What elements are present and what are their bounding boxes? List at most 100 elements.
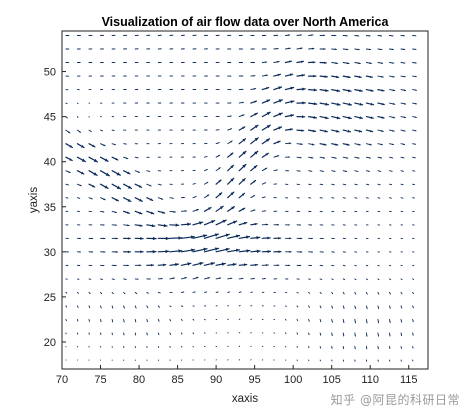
quiver-arrow xyxy=(215,233,230,239)
quiver-arrow xyxy=(100,264,105,267)
quiver-arrow xyxy=(377,156,383,159)
quiver-arrow xyxy=(389,197,392,199)
quiver-arrow xyxy=(273,47,279,50)
quiver-arrow xyxy=(204,168,208,172)
quiver-arrow xyxy=(204,75,208,77)
quiver-arrow xyxy=(169,318,172,322)
quiver-arrow xyxy=(146,263,154,267)
quiver-arrow xyxy=(180,129,185,131)
quiver-arrow xyxy=(342,210,346,213)
quiver-arrow xyxy=(365,224,369,226)
quiver-arrow xyxy=(169,236,183,240)
quiver-arrow xyxy=(123,332,125,336)
quiver-arrow xyxy=(354,88,363,92)
quiver-arrow xyxy=(238,126,246,131)
quiver-arrow xyxy=(365,291,368,295)
quiver-arrow xyxy=(65,143,74,149)
quiver-arrow xyxy=(412,291,414,295)
quiver-arrow xyxy=(76,224,81,226)
quiver-arrow xyxy=(157,249,170,254)
quiver-arrow xyxy=(308,156,314,159)
quiver-arrow xyxy=(342,75,351,79)
quiver-arrow xyxy=(389,346,391,350)
quiver-arrow xyxy=(377,237,380,240)
quiver-arrow xyxy=(88,305,91,309)
quiver-arrow xyxy=(146,143,150,145)
quiver-arrow xyxy=(319,88,329,92)
quiver-arrow xyxy=(412,224,415,226)
quiver-arrow xyxy=(180,170,184,172)
quiver-arrow xyxy=(412,89,418,91)
quiver-arrow xyxy=(111,156,119,161)
quiver-arrow xyxy=(227,206,235,212)
quiver-arrow xyxy=(146,210,155,215)
quiver-arrow xyxy=(296,305,299,308)
quiver-arrow xyxy=(284,60,293,64)
quiver-arrow xyxy=(111,224,117,226)
x-axis-ticks: 70 75 80 85 90 95 100 105 110 115 xyxy=(56,365,418,386)
quiver-arrow xyxy=(215,116,220,118)
quiver-arrow xyxy=(238,61,244,64)
quiver-arrow xyxy=(192,208,199,212)
quiver-arrow xyxy=(261,210,267,212)
quiver-arrow xyxy=(146,170,151,172)
quiver-arrow xyxy=(400,291,403,295)
quiver-arrow xyxy=(192,221,204,226)
quiver-arrow xyxy=(342,102,353,106)
quiver-arrow xyxy=(122,183,133,190)
quiver-arrow xyxy=(354,102,364,106)
quiver-arrow xyxy=(331,197,335,199)
quiver-arrow xyxy=(157,291,161,294)
quiver-arrow xyxy=(100,62,104,63)
quiver-arrow xyxy=(169,89,173,91)
quiver-arrow xyxy=(331,170,336,172)
quiver-arrow xyxy=(389,264,392,267)
quiver-arrow xyxy=(354,197,358,199)
quiver-arrow xyxy=(377,62,384,64)
quiver-arrow xyxy=(354,143,361,146)
quiver-arrow xyxy=(296,291,299,294)
quiver-arrow xyxy=(319,61,327,64)
quiver-arrow xyxy=(354,129,363,133)
quiver-arrow xyxy=(261,196,266,199)
quiver-arrow xyxy=(296,170,301,172)
quiver-arrow xyxy=(319,183,324,186)
quiver-arrow xyxy=(308,47,315,50)
quiver-arrow xyxy=(65,224,69,226)
quiver-arrow xyxy=(365,305,368,310)
quiver-arrow xyxy=(261,223,269,226)
quiver-arrow xyxy=(215,154,221,158)
quiver-arrow xyxy=(192,61,197,63)
quiver-arrow xyxy=(180,183,185,185)
quiver-arrow xyxy=(204,129,208,131)
quiver-arrow xyxy=(250,236,261,240)
quiver-arrow xyxy=(192,196,197,199)
quiver-arrow xyxy=(122,197,132,203)
quiver-arrow xyxy=(261,61,268,64)
quiver-arrow xyxy=(365,251,369,253)
quiver-arrow xyxy=(389,224,392,226)
quiver-arrow xyxy=(88,143,96,148)
quiver-arrow xyxy=(250,124,259,131)
quiver-arrow xyxy=(146,116,150,118)
quiver-arrow xyxy=(285,156,291,158)
quiver-arrow xyxy=(273,210,278,212)
quiver-arrow xyxy=(308,332,310,336)
quiver-arrow xyxy=(215,247,230,253)
quiver-arrow xyxy=(261,278,266,280)
quiver-arrow xyxy=(227,88,232,91)
quiver-arrow xyxy=(169,61,174,63)
quiver-arrow xyxy=(365,129,374,133)
quiver-arrow xyxy=(227,234,241,239)
quiver-arrow xyxy=(331,183,335,186)
quiver-arrow xyxy=(261,250,272,254)
quiver-arrow xyxy=(180,291,185,293)
quiver-arrow xyxy=(400,183,404,186)
plot-background xyxy=(62,31,428,369)
quiver-arrow xyxy=(412,170,416,172)
quiver-arrow xyxy=(250,291,253,293)
y-axis-label: yaxis xyxy=(28,187,40,213)
quiver-arrow xyxy=(389,129,395,132)
quiver-arrow xyxy=(331,115,341,120)
quiver-arrow xyxy=(146,224,156,228)
